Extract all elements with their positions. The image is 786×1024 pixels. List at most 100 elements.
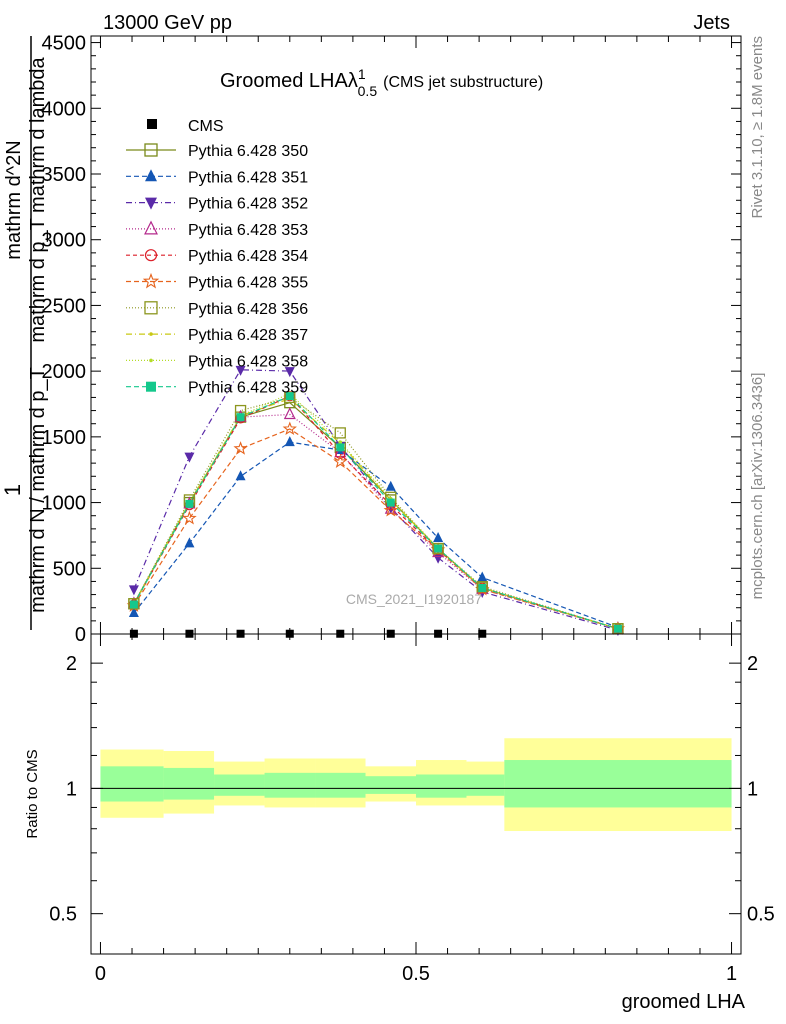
legend: CMS Pythia 6.428 350 Pythia 6.428 351 Pythi… — [126, 118, 308, 397]
data-point — [282, 421, 297, 436]
data-point — [235, 365, 246, 376]
chart-title: Groomed LHAλ1 0.5 (CMS jet substructure) — [220, 66, 543, 99]
series-line — [133, 428, 619, 630]
data-point — [144, 249, 158, 262]
ratio-band-inner — [504, 760, 732, 808]
data-point — [432, 542, 444, 555]
series-line — [133, 396, 619, 630]
ratio-plot: 0 0.5 1 0.5 0.5 1 1 2 2 — [49, 653, 775, 985]
data-point — [236, 413, 245, 422]
data-point — [385, 480, 396, 491]
ratio-band-inner — [365, 776, 416, 794]
main-ylabel: 1 mathrm d N / mathrm d p_T mathrm d^2N … — [0, 36, 49, 630]
ytick-label: 1500 — [42, 427, 87, 449]
data-point — [433, 532, 444, 543]
ratio-ytick-label: 2 — [66, 653, 77, 675]
ylabel-den-a: mathrm d N / mathrm d p_T — [27, 367, 49, 613]
ytick-label: 3000 — [42, 230, 87, 252]
legend-cms-marker — [147, 119, 157, 129]
data-point — [184, 452, 195, 463]
legend-entry: Pythia 6.428 350 — [188, 143, 308, 160]
ylabel-den-b: mathrm d p_T mathrm d lambda — [27, 56, 49, 342]
data-point — [184, 537, 195, 548]
legend-entry: Pythia 6.428 354 — [188, 248, 308, 265]
data-point — [285, 392, 294, 401]
data-point — [185, 499, 194, 508]
ytick-label: 1000 — [42, 493, 87, 515]
data-point — [233, 441, 248, 455]
data-point — [149, 332, 153, 336]
ytick-label: 2500 — [42, 295, 87, 317]
legend-entry: Pythia 6.428 351 — [188, 169, 308, 186]
data-point — [146, 381, 156, 392]
header-jets: Jets — [693, 12, 730, 34]
ratio-band-inner — [163, 767, 215, 800]
xlabel: groomed LHA — [622, 991, 746, 1013]
ratio-band-inner — [466, 774, 505, 796]
ratio-plot-frame — [90, 633, 742, 955]
mcplots-label: mcplots.cern.ch [arXiv:1306.3436] — [749, 373, 766, 600]
watermark: CMS_2021_I1920187 — [346, 591, 482, 607]
ytick-label: 0 — [75, 624, 86, 646]
data-point — [129, 600, 138, 609]
ratio-ytick-label-right: 2 — [747, 653, 758, 675]
title-sup: 1 — [358, 66, 366, 82]
ytick-label: 500 — [53, 558, 86, 580]
ratio-ylabel: Ratio to CMS — [24, 749, 41, 838]
legend-entry: Pythia 6.428 359 — [188, 380, 308, 397]
data-point — [235, 470, 246, 481]
title-main: Groomed LHA — [220, 70, 348, 92]
data-point — [145, 197, 157, 210]
ytick-label: 4500 — [42, 33, 87, 55]
ylabel-num-b: mathrm d^2N — [3, 140, 25, 259]
rivet-label: Rivet 3.1.10, ≥ 1.8M events — [749, 36, 766, 219]
ytick-label: 3500 — [42, 164, 87, 186]
data-point — [478, 584, 487, 592]
xtick-label: 0.5 — [402, 963, 430, 985]
data-point — [128, 598, 140, 610]
xtick-label: 0 — [95, 963, 106, 985]
ytick-label: 2000 — [42, 361, 87, 383]
ratio-band-inner — [315, 772, 366, 798]
data-point — [338, 440, 343, 444]
xtick-label: 1 — [726, 963, 737, 985]
ratio-ytick-label: 0.5 — [49, 904, 77, 926]
data-point — [144, 301, 158, 315]
data-point — [149, 358, 153, 363]
ytick-label: 4000 — [42, 98, 87, 120]
data-point — [477, 571, 488, 582]
series-line — [133, 395, 619, 630]
data-point — [144, 143, 158, 157]
legend-entry: Pythia 6.428 355 — [188, 275, 308, 292]
ratio-ytick-label-right: 0.5 — [747, 904, 775, 926]
ratio-ytick-label-right: 1 — [747, 778, 758, 800]
data-point — [128, 585, 139, 596]
legend-cms-label: CMS — [188, 118, 224, 135]
data-point — [145, 169, 157, 182]
ylabel-num: 1 — [0, 484, 25, 496]
legend-entry: Pythia 6.428 356 — [188, 301, 308, 318]
data-point — [334, 427, 346, 439]
data-point — [283, 407, 296, 420]
main-plot: 0 500 1000 1500 2000 2500 3000 3500 4000 4500 — [42, 33, 741, 954]
data-point — [142, 272, 160, 289]
data-point — [284, 367, 295, 378]
title-sub: 0.5 — [358, 83, 378, 99]
data-point — [144, 220, 158, 235]
data-point — [383, 502, 398, 517]
header-energy: 13000 GeV pp — [103, 12, 232, 34]
data-point — [434, 544, 443, 553]
legend-entry: Pythia 6.428 352 — [188, 196, 308, 213]
data-point — [333, 454, 348, 468]
ratio-band-inner — [214, 774, 265, 796]
legend-entry: Pythia 6.428 353 — [188, 222, 308, 239]
legend-entry: Pythia 6.428 357 — [188, 327, 308, 344]
data-point — [182, 510, 197, 525]
data-point — [284, 436, 295, 447]
data-point — [336, 443, 345, 452]
ratio-band-inner — [100, 766, 164, 802]
ratio-band-inner — [264, 772, 316, 798]
data-point — [613, 624, 622, 633]
